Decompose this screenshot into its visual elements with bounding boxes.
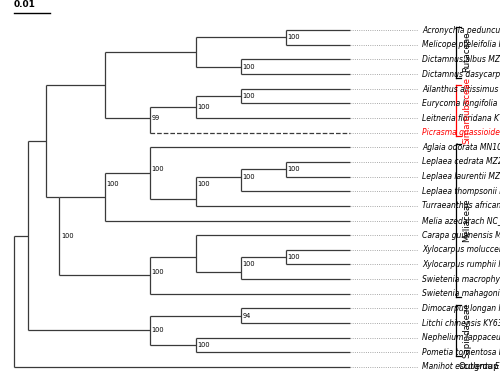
Text: 94: 94 xyxy=(242,313,250,319)
Text: Swietenia macrophylla MH348156: Swietenia macrophylla MH348156 xyxy=(422,275,500,283)
Text: Ailanthus altissimus NC_037696: Ailanthus altissimus NC_037696 xyxy=(422,84,500,93)
Text: 100: 100 xyxy=(197,342,209,348)
Text: 100: 100 xyxy=(288,254,300,260)
Text: Melicope pteleifolia NC_053871: Melicope pteleifolia NC_053871 xyxy=(422,40,500,49)
Text: 100: 100 xyxy=(242,174,255,179)
Text: 100: 100 xyxy=(242,261,255,267)
Text: 100: 100 xyxy=(288,35,300,40)
Text: Melia azedarach NC_050650: Melia azedarach NC_050650 xyxy=(422,216,500,225)
Text: 100: 100 xyxy=(152,269,164,275)
Text: Leplaea laurentii MZ274127: Leplaea laurentii MZ274127 xyxy=(422,172,500,181)
Text: 100: 100 xyxy=(242,93,255,99)
Text: 100: 100 xyxy=(197,104,209,110)
Text: Simaroubaceae: Simaroubaceae xyxy=(462,77,471,144)
Text: 100: 100 xyxy=(152,327,164,333)
Text: Outgroup: Outgroup xyxy=(458,362,500,371)
Text: Manihot esculenta EU117376: Manihot esculenta EU117376 xyxy=(422,362,500,371)
Text: Eurycoma longifolia MH751519: Eurycoma longifolia MH751519 xyxy=(422,99,500,108)
Text: Picrasma quassioides MZ902043: Picrasma quassioides MZ902043 xyxy=(422,128,500,137)
Text: Rutaceae: Rutaceae xyxy=(462,32,471,72)
Text: Sapindaceae: Sapindaceae xyxy=(462,303,471,358)
Text: 100: 100 xyxy=(61,233,74,239)
Text: Pometia tomentosa MN106254: Pometia tomentosa MN106254 xyxy=(422,348,500,357)
Text: Leplaea thompsonii MZ274128: Leplaea thompsonii MZ274128 xyxy=(422,187,500,196)
Text: Carapa guianensis MH396436: Carapa guianensis MH396436 xyxy=(422,231,500,240)
Text: 100: 100 xyxy=(288,166,300,172)
Text: 100: 100 xyxy=(197,181,209,187)
Text: 100: 100 xyxy=(106,181,119,187)
Text: 99: 99 xyxy=(152,115,160,121)
Text: Dictamnus dasycarpus MZ677241: Dictamnus dasycarpus MZ677241 xyxy=(422,70,500,78)
Text: 0.01: 0.01 xyxy=(14,0,36,10)
Text: Leplaea cedrata MZ274126: Leplaea cedrata MZ274126 xyxy=(422,157,500,166)
Text: Acronychia pedunculata MW542636: Acronychia pedunculata MW542636 xyxy=(422,26,500,35)
Text: 100: 100 xyxy=(242,64,255,70)
Text: Turraeanthus africanus MZ274131: Turraeanthus africanus MZ274131 xyxy=(422,202,500,210)
Text: Dimocarpus longan MK726005: Dimocarpus longan MK726005 xyxy=(422,304,500,313)
Text: Dictamnus albus MZ750957: Dictamnus albus MZ750957 xyxy=(422,55,500,64)
Text: Aglaia odorata MN106246: Aglaia odorata MN106246 xyxy=(422,143,500,152)
Text: Swietenia mahagoni NC_040009: Swietenia mahagoni NC_040009 xyxy=(422,289,500,298)
Text: Nephelium lappaceum NC_053699: Nephelium lappaceum NC_053699 xyxy=(422,333,500,342)
Text: Xylocarpus moluccensis NC_038200: Xylocarpus moluccensis NC_038200 xyxy=(422,245,500,254)
Text: 100: 100 xyxy=(152,166,164,172)
Text: Meliaceae: Meliaceae xyxy=(462,199,471,242)
Text: Litchi chinensis KY635881: Litchi chinensis KY635881 xyxy=(422,319,500,328)
Text: Xylocarpus rumphii NC_038199: Xylocarpus rumphii NC_038199 xyxy=(422,260,500,269)
Text: Leitneria floridana KT692940: Leitneria floridana KT692940 xyxy=(422,114,500,123)
